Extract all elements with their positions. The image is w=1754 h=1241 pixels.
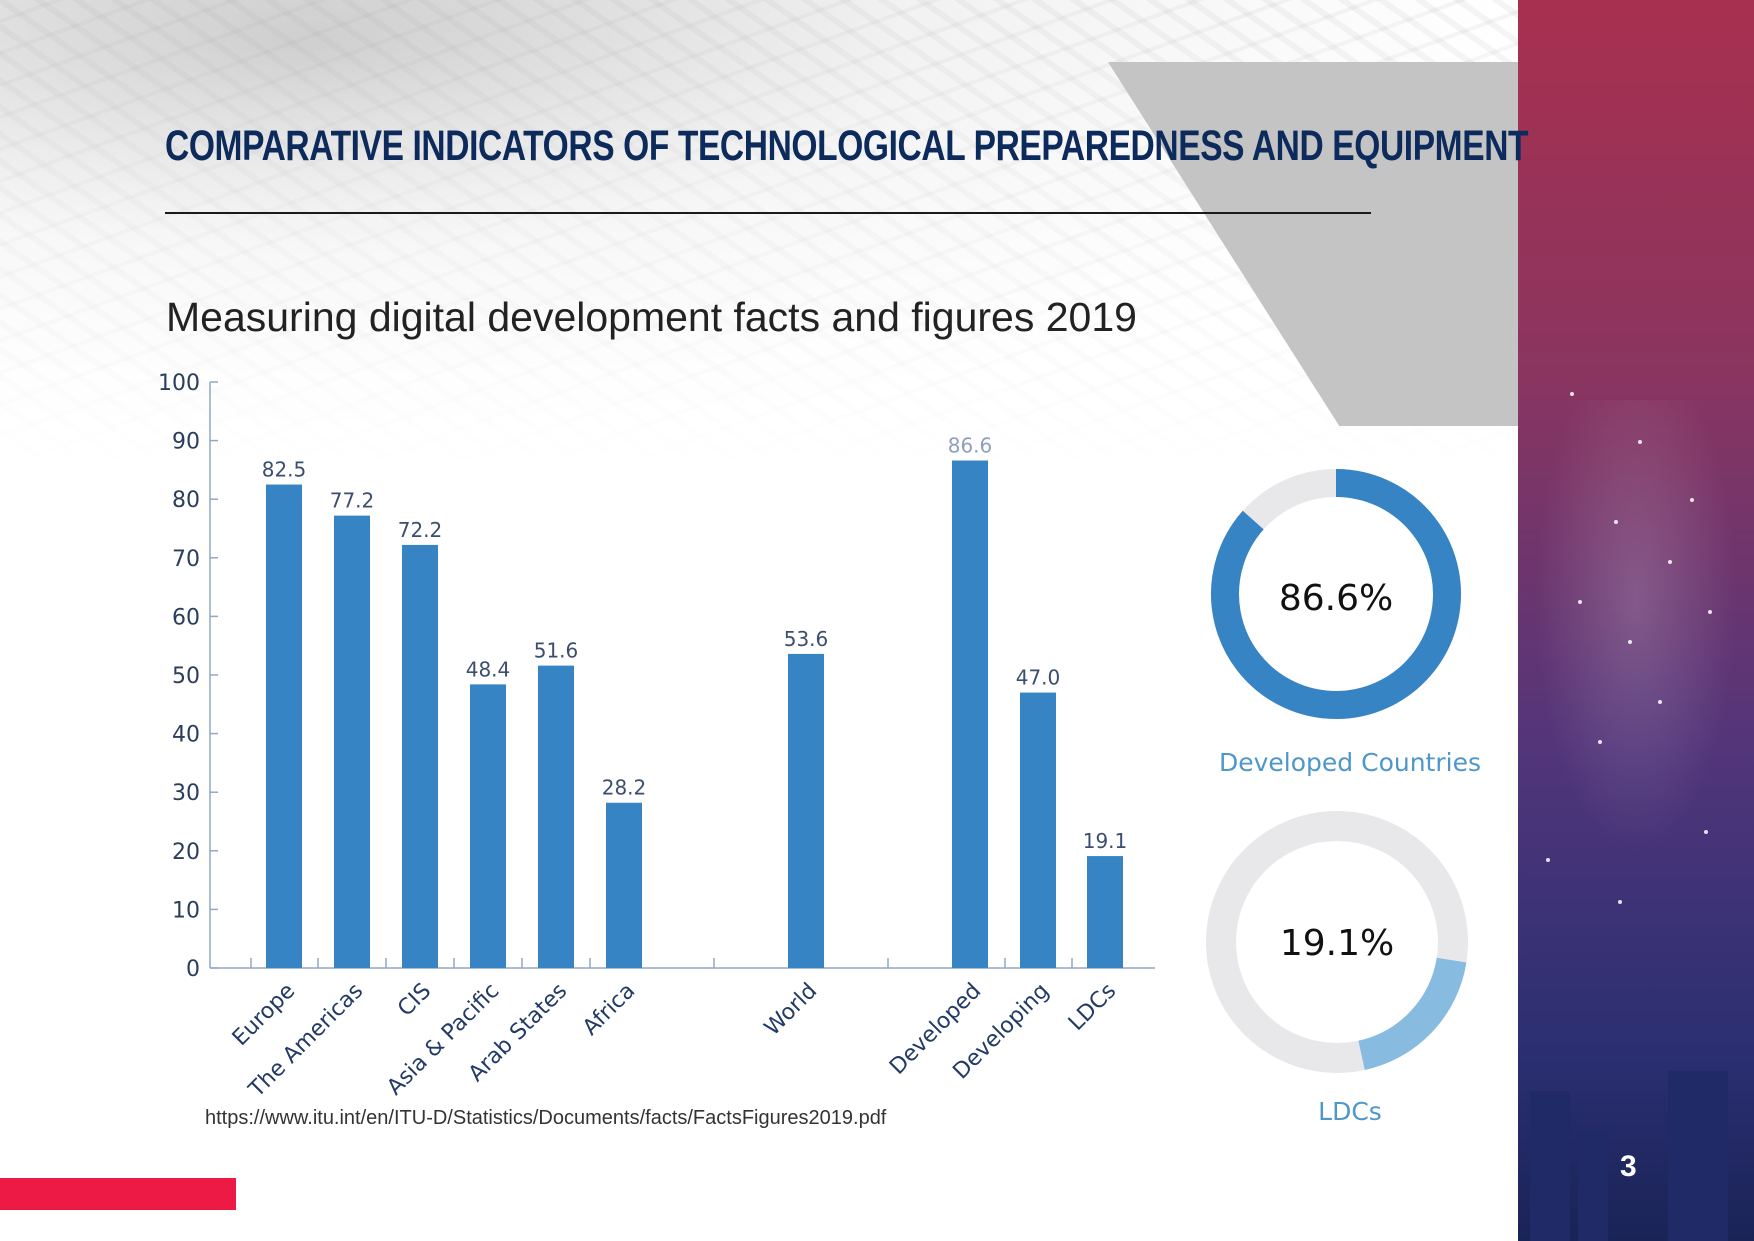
- decorative-dot: [1614, 520, 1618, 524]
- bar-value-label: 48.4: [466, 657, 511, 681]
- y-tick-label: 30: [172, 781, 200, 806]
- bar: [402, 544, 438, 968]
- bar: [788, 653, 824, 968]
- bar-value-label: 82.5: [262, 458, 307, 482]
- donut-chart-developed: 86.6%: [1211, 469, 1461, 719]
- decorative-dot: [1578, 600, 1582, 604]
- accent-bar: [0, 1178, 236, 1210]
- bar-value-label: 51.6: [534, 639, 579, 663]
- bar: [334, 515, 370, 968]
- y-tick-label: 100: [158, 371, 200, 396]
- donut-caption-ldcs: LDCs: [1318, 1097, 1382, 1126]
- donut-center-label: 19.1%: [1280, 923, 1394, 964]
- bar: [1020, 692, 1056, 968]
- bar: [1087, 856, 1123, 968]
- y-tick-label: 20: [172, 840, 200, 865]
- decorative-dot: [1546, 858, 1550, 862]
- bar-value-label: 19.1: [1083, 829, 1128, 853]
- y-tick-label: 90: [172, 430, 200, 455]
- decorative-dot: [1668, 560, 1672, 564]
- page-number: 3: [1620, 1150, 1637, 1183]
- bar-value-label: 77.2: [330, 489, 375, 513]
- bar: [470, 684, 506, 968]
- decorative-dot: [1708, 610, 1712, 614]
- decorative-dot: [1704, 830, 1708, 834]
- decorative-side-panel: [1518, 0, 1754, 1241]
- decorative-dot: [1638, 440, 1642, 444]
- page-title: COMPARATIVE INDICATORS OF TECHNOLOGICAL …: [165, 122, 1529, 170]
- decorative-dot: [1570, 392, 1574, 396]
- decorative-dot: [1618, 900, 1622, 904]
- donut-center-label: 86.6%: [1279, 578, 1393, 619]
- bar-value-label: 47.0: [1016, 666, 1061, 690]
- side-panel-glow: [1518, 400, 1754, 900]
- y-tick-label: 50: [172, 664, 200, 689]
- x-tick-label: World: [760, 979, 822, 1041]
- x-tick-label: CIS: [393, 979, 436, 1022]
- bar: [606, 802, 642, 968]
- y-tick-label: 60: [172, 605, 200, 630]
- bar-value-label: 53.6: [784, 627, 829, 651]
- decorative-dot: [1658, 700, 1662, 704]
- x-tick-label: LDCs: [1064, 979, 1121, 1036]
- donut-value-arc: [1357, 957, 1467, 1071]
- bar: [952, 460, 988, 968]
- chart-subtitle: Measuring digital development facts and …: [166, 294, 1137, 340]
- y-tick-label: 0: [186, 957, 200, 982]
- donut-caption-developed: Developed Countries: [1219, 748, 1481, 777]
- decorative-dot: [1690, 498, 1694, 502]
- decorative-building: [1668, 1071, 1728, 1241]
- donut-value-arc: [1211, 469, 1461, 719]
- bar: [266, 484, 302, 968]
- x-tick-label: Africa: [578, 979, 640, 1041]
- decorative-dot: [1628, 640, 1632, 644]
- x-tick-label: The Americas: [244, 979, 369, 1104]
- y-tick-label: 80: [172, 488, 200, 513]
- bar-value-label: 28.2: [602, 776, 647, 800]
- bar-value-label: 86.6: [948, 434, 993, 458]
- y-tick-label: 40: [172, 723, 200, 748]
- donut-chart-ldcs: 19.1%: [1206, 811, 1468, 1073]
- source-link[interactable]: https://www.itu.int/en/ITU-D/Statistics/…: [205, 1107, 887, 1129]
- bar-chart: 010203040506070809010082.5Europe77.2The …: [158, 371, 1155, 1104]
- y-tick-label: 70: [172, 547, 200, 572]
- title-divider: [165, 212, 1371, 214]
- y-tick-label: 10: [172, 898, 200, 923]
- decorative-dot: [1598, 740, 1602, 744]
- bar-value-label: 72.2: [398, 518, 443, 542]
- decorative-building: [1530, 1091, 1570, 1241]
- bar: [538, 665, 574, 968]
- donut-track: [1206, 811, 1468, 1073]
- decorative-building: [1578, 1131, 1608, 1241]
